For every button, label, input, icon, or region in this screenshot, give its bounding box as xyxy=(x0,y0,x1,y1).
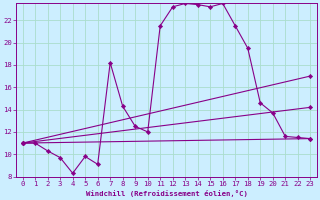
X-axis label: Windchill (Refroidissement éolien,°C): Windchill (Refroidissement éolien,°C) xyxy=(85,190,247,197)
